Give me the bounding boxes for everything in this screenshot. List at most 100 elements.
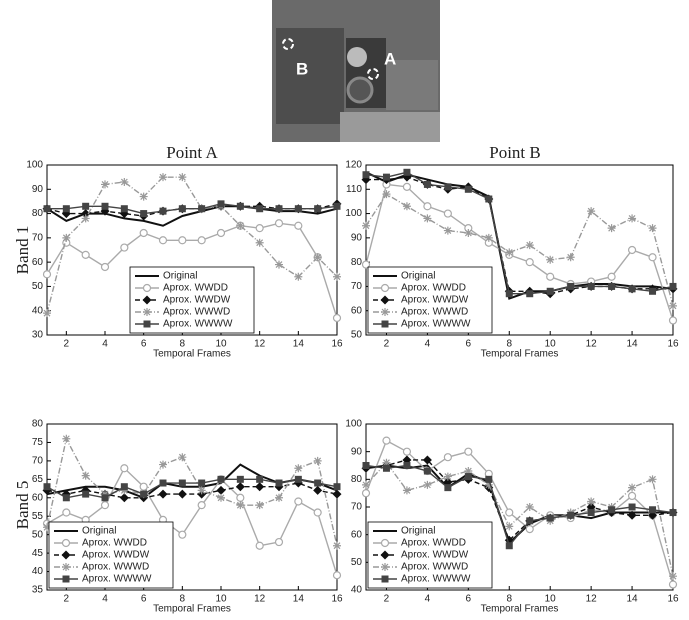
x-tick-label: 16 (667, 594, 679, 605)
marker (668, 316, 678, 325)
legend-marker (380, 538, 390, 548)
legend-marker (142, 283, 152, 293)
legend-label: Aprox. WWDW (401, 550, 469, 561)
x-tick-label: 16 (667, 339, 679, 350)
marker (255, 482, 265, 492)
legend-marker (381, 563, 389, 571)
series-line (365, 183, 674, 321)
y-tick-label: 80 (32, 419, 44, 430)
marker (443, 453, 452, 462)
marker (120, 178, 129, 186)
point-marker (367, 68, 379, 80)
y-tick-label: 90 (351, 446, 363, 457)
x-tick-label: 10 (545, 594, 557, 605)
marker (423, 202, 432, 211)
marker (382, 458, 391, 467)
series-line (46, 467, 338, 576)
marker (525, 525, 534, 534)
marker (294, 475, 302, 483)
marker (120, 464, 129, 473)
x-axis-label: Temporal Frames (481, 604, 559, 615)
series-line (46, 478, 338, 499)
legend-label: Aprox. WWDW (82, 550, 150, 561)
series-line (365, 459, 674, 542)
legend-label: Aprox. WWDW (401, 295, 469, 306)
marker (669, 509, 677, 517)
marker (362, 171, 370, 179)
marker (274, 219, 284, 228)
marker (402, 182, 412, 191)
x-tick-label: 2 (384, 339, 390, 350)
marker (628, 483, 637, 492)
marker (649, 506, 657, 514)
marker (43, 483, 51, 491)
legend-marker (61, 538, 71, 548)
marker (178, 173, 187, 182)
marker (607, 272, 616, 281)
x-tick-label: 12 (254, 339, 266, 350)
legend-label: Aprox. WWDD (82, 538, 147, 549)
y-tick-label: 70 (351, 281, 363, 292)
marker (608, 506, 616, 514)
x-tick-label: 2 (64, 594, 70, 605)
marker (178, 530, 187, 539)
marker (62, 434, 71, 443)
legend-label: Aprox. WWDW (163, 295, 231, 306)
marker (178, 479, 186, 487)
marker (362, 221, 370, 230)
marker (484, 233, 493, 242)
x-tick-label: 12 (586, 594, 598, 605)
marker (120, 486, 129, 495)
x-tick-label: 8 (506, 594, 512, 605)
marker (505, 522, 514, 531)
marker (217, 493, 225, 502)
y-tick-label: 110 (346, 184, 362, 195)
marker (62, 205, 70, 213)
marker (546, 287, 554, 295)
marker (403, 462, 411, 469)
legend-label: Aprox. WWWD (82, 562, 149, 573)
marker (274, 537, 284, 547)
y-tick-label: 45 (32, 548, 44, 559)
legend-marker (381, 308, 389, 316)
y-tick-label: 50 (32, 529, 44, 540)
marker (361, 260, 371, 269)
series-line (46, 205, 338, 227)
photo-label: B (296, 59, 308, 78)
marker (628, 214, 637, 223)
marker (505, 542, 513, 550)
y-tick-label: 50 (351, 330, 363, 341)
marker (159, 207, 167, 215)
marker (567, 282, 575, 290)
marker (255, 238, 264, 247)
series-line (47, 203, 338, 215)
marker (648, 224, 657, 233)
marker (235, 482, 245, 492)
legend-label: Aprox. WWWW (401, 319, 471, 330)
marker (101, 180, 109, 189)
marker (333, 483, 341, 491)
marker (236, 493, 245, 502)
x-tick-label: 16 (331, 339, 343, 350)
marker (216, 228, 226, 238)
y-tick-label: 40 (32, 566, 44, 577)
marker (158, 489, 168, 499)
marker (526, 290, 534, 298)
legend-label: Aprox. WWWW (163, 319, 233, 330)
y-tick-label: 80 (351, 474, 363, 485)
marker (362, 462, 370, 469)
x-tick-label: 12 (254, 594, 266, 605)
marker (607, 224, 616, 233)
y-tick-label: 60 (32, 492, 44, 503)
legend-marker (62, 575, 70, 583)
marker (423, 180, 431, 188)
y-tick-label: 70 (32, 232, 44, 243)
marker (43, 205, 51, 213)
y-tick-label: 60 (32, 257, 44, 268)
y-tick-label: 30 (32, 330, 44, 341)
marker (294, 221, 303, 230)
marker (100, 501, 110, 510)
marker (403, 168, 411, 176)
legend-label: Original (82, 526, 116, 537)
marker (256, 475, 264, 483)
